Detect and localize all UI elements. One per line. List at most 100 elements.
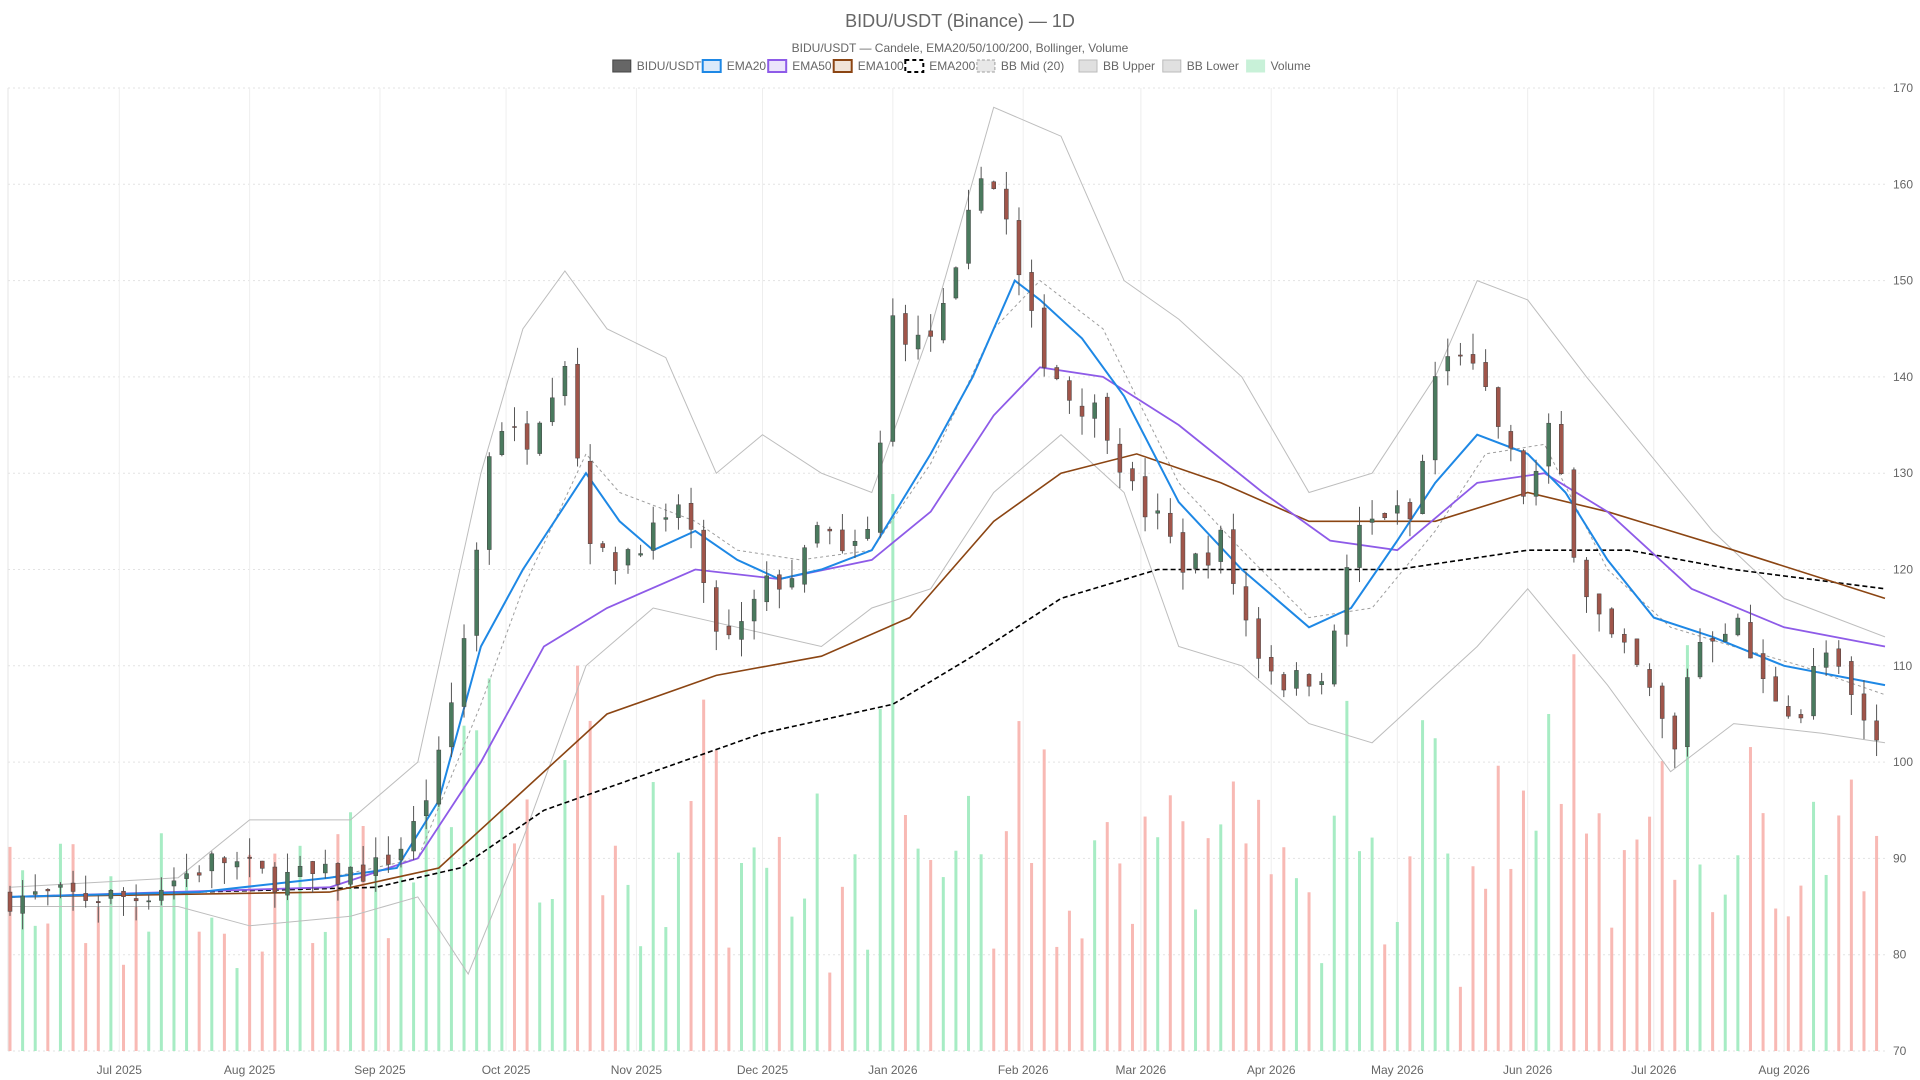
volume-bar bbox=[1673, 879, 1677, 1051]
volume-bar bbox=[1130, 923, 1134, 1051]
candle-body bbox=[1117, 443, 1123, 473]
volume-bar bbox=[210, 917, 214, 1051]
candle-body bbox=[1420, 460, 1425, 515]
legend-item-bb-upper[interactable]: BB Upper bbox=[1078, 59, 1155, 73]
y-tick-label: 150 bbox=[1893, 274, 1913, 288]
legend-label: BB Upper bbox=[1103, 59, 1155, 73]
volume-bar bbox=[1660, 761, 1664, 1051]
volume-bar bbox=[601, 895, 605, 1051]
volume-bar bbox=[222, 933, 226, 1051]
x-tick-label: Apr 2026 bbox=[1247, 1063, 1296, 1077]
candle-body bbox=[1067, 380, 1072, 401]
candle-body bbox=[32, 891, 38, 895]
volume-bar bbox=[1610, 927, 1614, 1051]
candle-body bbox=[272, 866, 278, 893]
candle-body bbox=[474, 549, 479, 636]
legend-item-bb-lower[interactable]: BB Lower bbox=[1162, 59, 1239, 73]
volume-bar bbox=[235, 968, 239, 1051]
candle-body bbox=[550, 397, 555, 423]
candle-body bbox=[1395, 505, 1400, 514]
volume-bar bbox=[8, 846, 12, 1051]
candle-body bbox=[1533, 470, 1539, 497]
volume-bar bbox=[588, 720, 592, 1051]
volume-bar bbox=[361, 825, 365, 1051]
volume-bar bbox=[21, 870, 25, 1051]
candle-body bbox=[701, 529, 706, 583]
candle-body bbox=[171, 880, 177, 887]
volume-bar bbox=[96, 906, 100, 1051]
candle-body bbox=[1609, 608, 1614, 635]
candle-body bbox=[1508, 431, 1514, 449]
volume-bar bbox=[1622, 850, 1626, 1051]
legend-item-ema200[interactable]: EMA200 bbox=[904, 59, 976, 73]
volume-bar bbox=[248, 854, 252, 1051]
volume-bar bbox=[1812, 801, 1816, 1051]
candle-body bbox=[1268, 657, 1274, 672]
volume-bar bbox=[1181, 821, 1185, 1051]
legend-swatch bbox=[1162, 59, 1182, 73]
candle-body bbox=[1748, 622, 1753, 659]
candle-body bbox=[398, 848, 404, 861]
x-axis: Jul 2025 Aug 2025 Sep 2025 Oct 2025 Nov 2025… bbox=[97, 1063, 1810, 1077]
candle-body bbox=[1722, 633, 1728, 642]
volume-bar bbox=[1345, 700, 1349, 1051]
candle-body bbox=[133, 898, 139, 902]
candle-body bbox=[487, 456, 492, 550]
candle-body bbox=[1218, 529, 1224, 562]
volume-bar bbox=[1294, 878, 1298, 1051]
candle-body bbox=[625, 549, 631, 566]
volume-bar bbox=[752, 847, 756, 1051]
candle-body bbox=[1105, 396, 1110, 441]
candle-body bbox=[1622, 633, 1627, 643]
volume-bar bbox=[1597, 813, 1601, 1051]
volume-bar bbox=[689, 801, 693, 1051]
volume-bar bbox=[1357, 851, 1361, 1051]
volume-bar bbox=[954, 850, 958, 1051]
legend-item-bb-mid-20[interactable]: BB Mid (20) bbox=[976, 59, 1064, 73]
legend-item-ema50[interactable]: EMA50 bbox=[767, 59, 832, 73]
legend-swatch bbox=[832, 59, 853, 73]
volume-bar bbox=[1862, 891, 1866, 1051]
volume-bar bbox=[525, 799, 529, 1051]
x-tick-label: May 2026 bbox=[1371, 1063, 1424, 1077]
volume-bar bbox=[840, 886, 844, 1051]
x-tick-label: Feb 2026 bbox=[998, 1063, 1049, 1077]
legend-item-ema20[interactable]: EMA20 bbox=[701, 59, 767, 73]
chart-subtitle: BIDU/USDT — Candele, EMA20/50/100/200, B… bbox=[792, 41, 1129, 55]
volume-bar bbox=[1774, 908, 1778, 1051]
candle-body bbox=[1672, 715, 1678, 750]
candle-body bbox=[184, 873, 189, 879]
chart-legend[interactable]: BIDU/USDT EMA20 EMA50 EMA100 EMA200 BB Mid (2… bbox=[612, 59, 1311, 73]
volume-bar bbox=[803, 898, 807, 1051]
volume-bar bbox=[437, 774, 441, 1051]
volume-bar bbox=[1168, 795, 1172, 1051]
ema50-line bbox=[9, 366, 1886, 898]
y-tick-label: 100 bbox=[1893, 755, 1913, 769]
candle-body bbox=[386, 854, 391, 865]
y-tick-label: 80 bbox=[1893, 948, 1907, 962]
volume-bars bbox=[8, 494, 1879, 1051]
volume-bar bbox=[1118, 863, 1122, 1051]
volume-bar bbox=[777, 836, 781, 1051]
volume-bar bbox=[967, 795, 971, 1051]
x-tick-label: Mar 2026 bbox=[1116, 1063, 1167, 1077]
volume-bar bbox=[866, 949, 870, 1051]
candle-body bbox=[638, 553, 643, 556]
candle-body bbox=[1231, 529, 1236, 584]
candle-body bbox=[1710, 638, 1715, 642]
x-tick-label: Oct 2025 bbox=[482, 1063, 531, 1077]
candle-body bbox=[1495, 387, 1501, 427]
legend-label: Volume bbox=[1271, 59, 1311, 73]
legend-label: BB Lower bbox=[1187, 59, 1239, 73]
volume-bar bbox=[702, 699, 706, 1051]
legend-item-ema100[interactable]: EMA100 bbox=[832, 59, 904, 73]
volume-bar bbox=[828, 972, 832, 1051]
legend-item-bidu-usdt[interactable]: BIDU/USDT bbox=[612, 59, 702, 73]
candle-body bbox=[751, 598, 757, 622]
candle-body bbox=[209, 853, 215, 872]
legend-swatch bbox=[1246, 59, 1266, 73]
volume-bar bbox=[1837, 815, 1841, 1051]
legend-item-volume[interactable]: Volume bbox=[1246, 59, 1311, 73]
volume-bar bbox=[412, 882, 416, 1051]
